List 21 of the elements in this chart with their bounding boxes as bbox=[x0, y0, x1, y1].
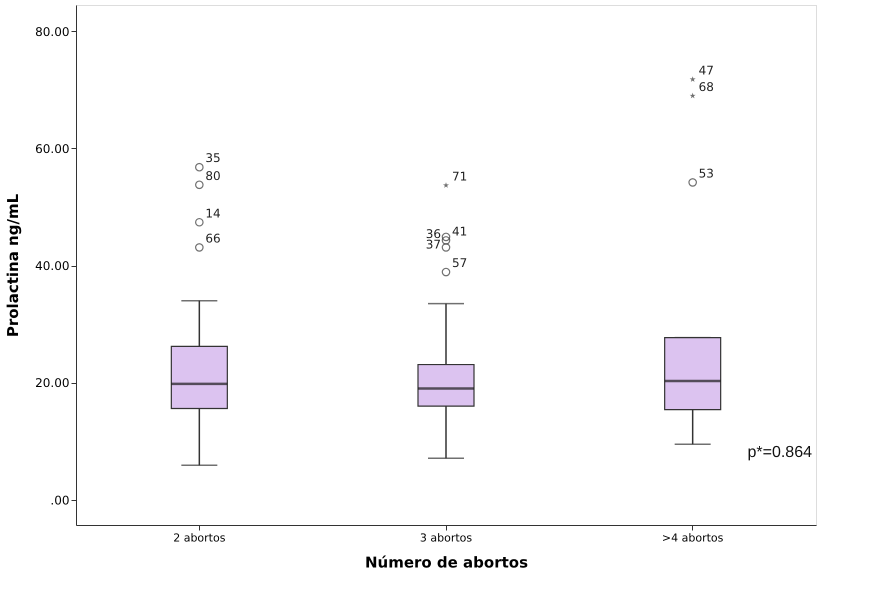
annotation: 57 bbox=[452, 256, 468, 270]
annotation: 14 bbox=[205, 206, 221, 220]
x-axis-title: Número de abortos bbox=[364, 554, 528, 572]
annotation: 47 bbox=[698, 63, 714, 78]
y-axis-title: Prolactina ng/mL bbox=[4, 193, 22, 338]
y-tick-label: .00 bbox=[50, 493, 70, 508]
y-tick-label: 20.00 bbox=[35, 376, 70, 390]
x-tick-label: >4 abortos bbox=[662, 532, 724, 544]
y-tick-label: 60.00 bbox=[35, 142, 70, 156]
annotation: 68 bbox=[698, 80, 714, 94]
annotation: 53 bbox=[698, 166, 714, 180]
annotation: 71 bbox=[452, 169, 468, 184]
y-tick-label: 80.00 bbox=[35, 24, 70, 39]
annotation: p*=0.864 bbox=[747, 444, 812, 462]
annotation: 41 bbox=[452, 224, 468, 238]
y-tick-label: 40.00 bbox=[35, 259, 70, 274]
annotation: 80 bbox=[205, 168, 221, 183]
annotation: 66 bbox=[205, 231, 221, 246]
annotation: 35 bbox=[205, 151, 221, 166]
x-tick-label: 3 abortos bbox=[420, 532, 472, 544]
x-tick-label: 2 abortos bbox=[173, 532, 226, 544]
